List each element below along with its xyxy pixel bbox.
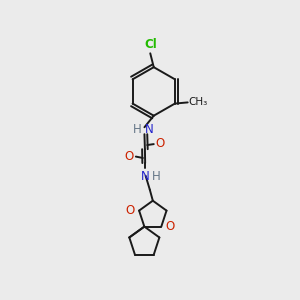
Text: N: N: [145, 123, 154, 136]
Text: O: O: [166, 220, 175, 233]
Text: O: O: [124, 150, 134, 163]
Text: O: O: [155, 137, 165, 150]
Text: H: H: [152, 169, 161, 182]
Text: N: N: [141, 169, 149, 182]
Text: Cl: Cl: [144, 38, 157, 51]
Text: O: O: [126, 204, 135, 217]
Text: H: H: [134, 123, 142, 136]
Text: CH₃: CH₃: [189, 98, 208, 107]
